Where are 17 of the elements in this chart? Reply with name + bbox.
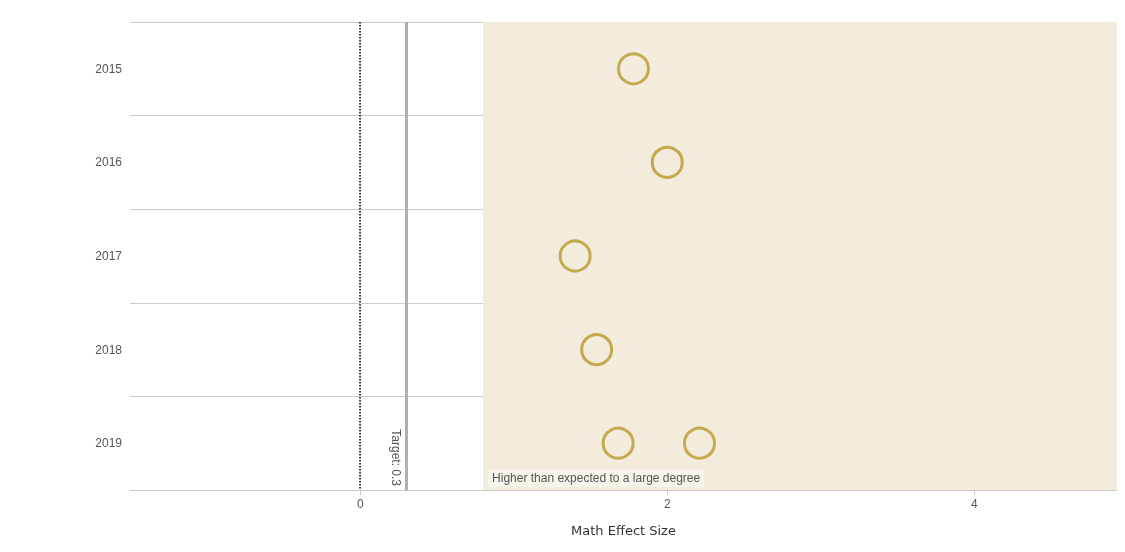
y-tick-label: 2018 bbox=[95, 342, 123, 357]
band-label: Higher than expected to a large degree bbox=[492, 471, 701, 485]
x-tick-label: 4 bbox=[970, 497, 978, 511]
point bbox=[558, 239, 592, 273]
point bbox=[683, 426, 716, 460]
x-axis-title: Math Effect Size bbox=[571, 523, 676, 538]
x-tick-label: 2 bbox=[663, 497, 671, 511]
point bbox=[617, 52, 650, 86]
point bbox=[580, 333, 614, 367]
x-tick-label: 0 bbox=[356, 497, 364, 511]
y-tick-label: 2016 bbox=[95, 155, 123, 170]
y-tick-label: 2015 bbox=[95, 61, 123, 76]
ref-line-label: Target: 0.3 bbox=[389, 429, 404, 487]
y-tick-label: 2017 bbox=[95, 249, 123, 263]
point bbox=[601, 426, 635, 460]
y-tick-label: 2019 bbox=[95, 436, 123, 451]
point bbox=[650, 145, 684, 179]
